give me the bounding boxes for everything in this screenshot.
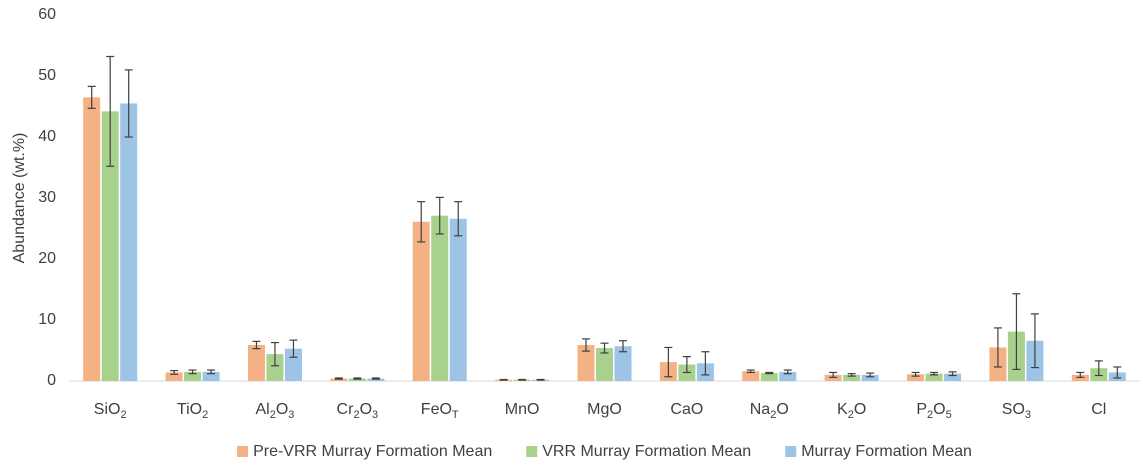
error-bar [746,369,755,374]
x-tick-label: MgO [587,401,622,418]
y-tick-label: 20 [38,250,56,267]
x-tick-label: Al2O3 [255,401,294,421]
error-bar [664,346,673,378]
error-bar [765,371,774,375]
bar [184,371,202,381]
bar [843,374,861,381]
bar [760,373,778,381]
legend-label: Pre-VRR Murray Formation Mean [253,443,492,460]
error-bar [1030,313,1039,369]
error-bar [829,371,838,378]
x-tick-label: SO3 [1002,401,1031,421]
error-bar [1094,360,1103,377]
error-bar [866,372,875,378]
error-bar [252,340,261,350]
error-bar [930,371,939,376]
error-bar [289,339,298,358]
bar [1071,374,1089,381]
bar [907,374,925,381]
error-bar [701,351,710,376]
legend-label: Murray Formation Mean [801,443,972,460]
bar [431,215,449,381]
legend-swatch [526,446,538,457]
error-bar [435,196,444,235]
bar [596,348,613,381]
error-bar [911,371,920,377]
y-tick-label: 10 [38,311,56,328]
bar [861,374,879,381]
bar [779,371,797,381]
bar [83,97,101,381]
legend-label: VRR Murray Formation Mean [542,443,751,460]
error-bar [270,341,279,367]
x-tick-label: FeOT [421,401,459,421]
bar [449,218,467,381]
legend-swatch [785,446,797,457]
bar [348,378,366,381]
x-tick-label: P2O5 [916,401,951,421]
error-bar [353,377,362,380]
x-tick-label: CaO [670,401,703,418]
error-bar [334,377,343,380]
error-bar [948,371,957,377]
bar [824,374,842,381]
bar [944,373,962,381]
error-bar [600,342,609,354]
bar [202,371,220,381]
error-bar [87,85,96,109]
error-bar [188,369,197,375]
error-bar [1012,293,1021,371]
bar [247,345,265,381]
error-bar [783,369,792,375]
bar [577,345,595,381]
x-tick-label: TiO2 [177,401,208,421]
error-bar [847,373,856,377]
error-bar [499,378,508,381]
error-bar [1076,371,1085,378]
error-bar [454,201,463,237]
y-tick-label: 40 [38,128,56,145]
x-tick-label: MnO [505,401,540,418]
error-bar [518,378,527,381]
bar [367,378,385,381]
error-bar [371,377,380,380]
error-bar [536,378,545,381]
x-tick-label: Na2O [750,401,789,421]
y-tick-label: 60 [38,6,56,23]
bar [120,103,138,381]
bar [925,373,943,381]
error-bar [993,327,1002,368]
bar [165,372,183,381]
y-axis-label: Abundance (wt.%) [11,133,28,264]
y-tick-label: 0 [47,372,56,389]
error-bar [619,340,627,353]
legend-swatch [237,446,249,457]
legend: Pre-VRR Murray Formation Mean VRR Murray … [237,443,972,460]
y-tick-label: 30 [38,189,56,206]
x-tick-label: SiO2 [94,401,127,421]
error-bar [124,69,133,138]
bar [614,346,632,381]
error-bar [207,369,216,375]
bar [412,221,430,381]
bar [284,348,302,381]
x-tick-label: K2O [837,401,866,421]
error-bar [1113,366,1122,379]
bar [742,371,760,381]
y-tick-label: 50 [38,67,56,84]
x-tick-label: Cl [1091,401,1106,418]
error-bar [106,55,115,167]
bar [330,378,348,381]
bar [266,354,284,381]
error-bar [682,356,691,374]
bar [101,111,119,381]
x-tick-label: Cr2O3 [337,401,379,421]
error-bar [417,201,426,243]
error-bar [582,338,590,352]
error-bar [170,370,179,375]
